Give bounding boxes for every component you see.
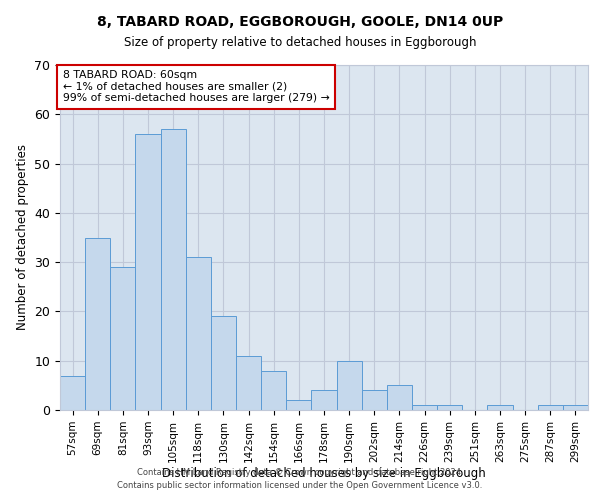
Text: 8, TABARD ROAD, EGGBOROUGH, GOOLE, DN14 0UP: 8, TABARD ROAD, EGGBOROUGH, GOOLE, DN14 …	[97, 16, 503, 30]
Bar	[110, 267, 136, 410]
Bar	[161, 129, 186, 410]
Bar	[186, 257, 211, 410]
Bar	[362, 390, 387, 410]
Bar	[412, 405, 437, 410]
Bar	[337, 360, 362, 410]
Text: Contains public sector information licensed under the Open Government Licence v3: Contains public sector information licen…	[118, 482, 482, 490]
Bar	[261, 370, 286, 410]
Text: Size of property relative to detached houses in Eggborough: Size of property relative to detached ho…	[124, 36, 476, 49]
Text: 8 TABARD ROAD: 60sqm
← 1% of detached houses are smaller (2)
99% of semi-detache: 8 TABARD ROAD: 60sqm ← 1% of detached ho…	[62, 70, 329, 103]
Bar	[136, 134, 161, 410]
Bar	[563, 405, 588, 410]
Bar	[311, 390, 337, 410]
Bar	[538, 405, 563, 410]
Bar	[487, 405, 512, 410]
Bar	[387, 386, 412, 410]
Y-axis label: Number of detached properties: Number of detached properties	[16, 144, 29, 330]
Bar	[60, 376, 85, 410]
X-axis label: Distribution of detached houses by size in Eggborough: Distribution of detached houses by size …	[162, 468, 486, 480]
Text: Contains HM Land Registry data © Crown copyright and database right 2024.: Contains HM Land Registry data © Crown c…	[137, 468, 463, 477]
Bar	[85, 238, 110, 410]
Bar	[236, 356, 261, 410]
Bar	[437, 405, 462, 410]
Bar	[286, 400, 311, 410]
Bar	[211, 316, 236, 410]
